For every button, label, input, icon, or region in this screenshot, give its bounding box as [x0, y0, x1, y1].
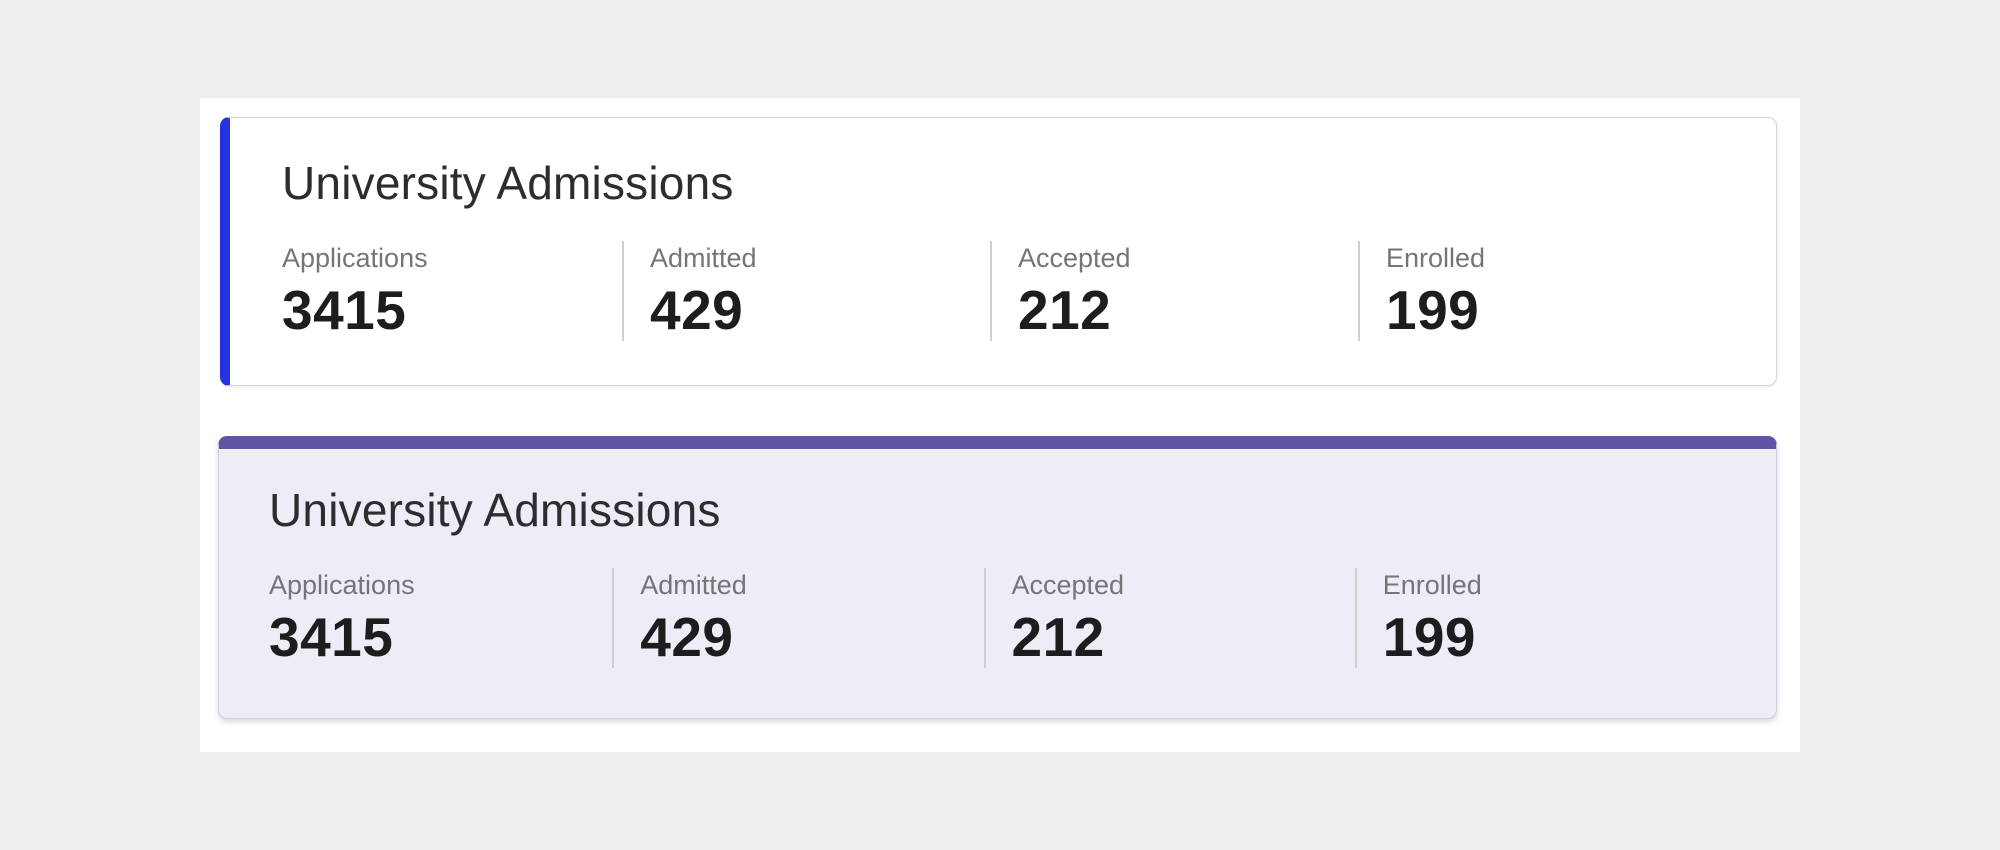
stat-value: 212 [1011, 606, 1105, 669]
admissions-card-left-accent: University Admissions Applications 3415 … [220, 117, 1777, 386]
card-title: University Admissions [269, 483, 721, 536]
stat-value: 429 [640, 606, 734, 669]
stat-value: 212 [1018, 279, 1112, 342]
stat-value: 199 [1382, 606, 1477, 669]
stat-enrolled: Enrolled 199 [1354, 567, 1726, 669]
stat-label: Admitted [650, 243, 757, 274]
stat-label: Accepted [1018, 243, 1131, 274]
stat-value: 3415 [282, 279, 407, 342]
stat-accepted: Accepted 212 [983, 567, 1355, 669]
stat-label: Enrolled [1386, 243, 1486, 274]
stat-value: 3415 [269, 606, 394, 669]
stat-applications: Applications 3415 [269, 568, 612, 668]
stat-label: Applications [269, 569, 415, 600]
stat-label: Accepted [1011, 569, 1125, 600]
stats-row: Applications 3415 Admitted 429 Accepted … [282, 241, 1726, 341]
admissions-card-top-accent: University Admissions Applications 3415 … [218, 435, 1777, 719]
stat-value: 429 [650, 279, 744, 342]
card-title: University Admissions [282, 157, 734, 209]
stat-label: Applications [282, 243, 428, 274]
stat-enrolled: Enrolled 199 [1358, 241, 1726, 341]
stats-row: Applications 3415 Admitted 429 Accepted … [269, 567, 1726, 669]
stat-label: Enrolled [1382, 569, 1482, 600]
stat-admitted: Admitted 429 [622, 241, 990, 341]
stat-admitted: Admitted 429 [612, 567, 983, 669]
stat-accepted: Accepted 212 [990, 241, 1358, 341]
content-panel: University Admissions Applications 3415 … [200, 98, 1800, 752]
stat-value: 199 [1386, 279, 1480, 342]
stat-applications: Applications 3415 [282, 241, 622, 341]
stat-label: Admitted [640, 569, 747, 600]
